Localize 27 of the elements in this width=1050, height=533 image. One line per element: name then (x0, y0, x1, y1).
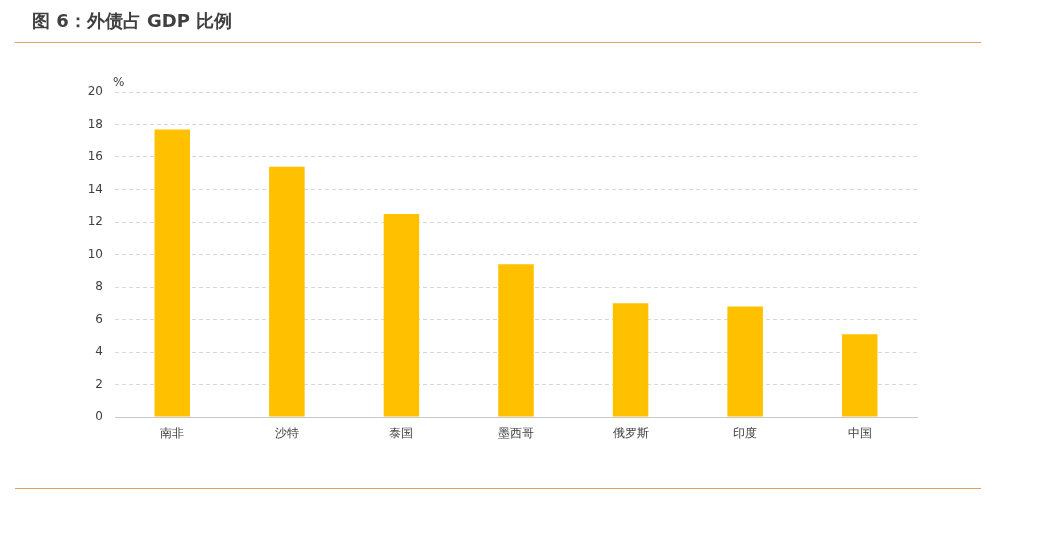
x-tick-label: 南非 (160, 426, 185, 441)
x-tick-label: 墨西哥 (498, 426, 534, 441)
y-tick-label: 14 (87, 181, 103, 196)
y-tick-label: 4 (95, 344, 103, 359)
bar (727, 306, 763, 417)
y-tick-label: 20 (87, 84, 103, 99)
y-tick-label: 2 (95, 376, 103, 391)
chart-title: 图 6：外债占 GDP 比例 (32, 9, 233, 33)
bar (612, 303, 649, 417)
bar (841, 334, 878, 417)
y-tick-label: 0 (95, 409, 103, 424)
bar (383, 213, 420, 417)
x-tick-label: 泰国 (389, 426, 414, 441)
bar (269, 166, 305, 417)
y-tick-label: 8 (95, 279, 103, 294)
y-tick-label: 10 (87, 246, 103, 261)
y-tick-label: 16 (87, 149, 103, 164)
y-tick-label: 18 (87, 116, 103, 131)
y-axis-title: % (113, 75, 125, 90)
y-tick-label: 6 (95, 311, 103, 326)
bar (154, 129, 191, 417)
x-tick-label: 俄罗斯 (612, 426, 649, 441)
x-tick-label: 沙特 (274, 426, 299, 441)
y-tick-label: 12 (87, 214, 103, 229)
x-tick-label: 印度 (733, 426, 758, 441)
x-tick-label: 中国 (847, 426, 872, 441)
bar (498, 264, 534, 417)
